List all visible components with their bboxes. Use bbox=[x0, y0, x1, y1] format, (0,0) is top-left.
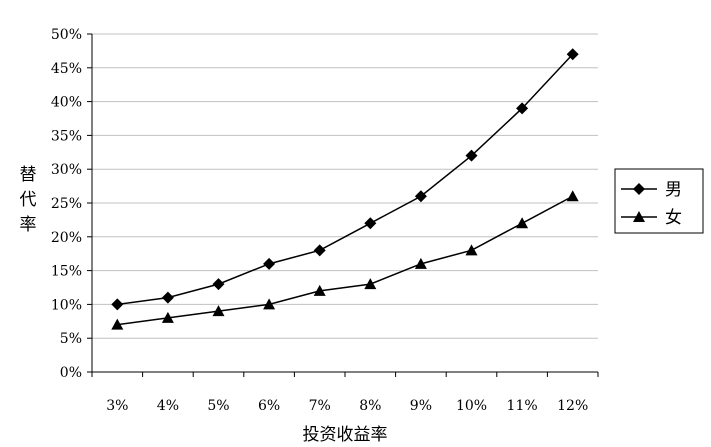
x-tick-label: 10% bbox=[456, 398, 487, 414]
x-tick-label: 6% bbox=[258, 398, 280, 414]
legend-box bbox=[614, 168, 704, 234]
x-tick-label: 5% bbox=[207, 398, 229, 414]
data-point-diamond bbox=[465, 149, 478, 162]
x-tick-label: 11% bbox=[507, 398, 538, 414]
data-point-triangle bbox=[111, 318, 124, 330]
data-point-triangle bbox=[516, 217, 529, 229]
y-axis-title: 替代率 bbox=[20, 165, 37, 235]
legend: 男女 bbox=[614, 168, 704, 234]
y-axis-ticks: 0% 5% 10% 15% 20% 25% 30% 35% 40% 45% 50% bbox=[51, 27, 92, 381]
data-point-diamond bbox=[516, 102, 529, 115]
legend-item-female: 女 bbox=[621, 208, 682, 228]
data-point-diamond bbox=[212, 278, 225, 291]
x-tick-label: 7% bbox=[309, 398, 331, 414]
x-tick-label: 4% bbox=[157, 398, 179, 414]
y-tick-label: 30% bbox=[51, 162, 82, 178]
data-point-diamond bbox=[566, 48, 579, 61]
x-axis-ticks: 3% 4% 5% 6% 7% 8% 9% 10% 11% 12% bbox=[91, 372, 599, 414]
gridlines bbox=[92, 33, 598, 339]
data-point-diamond bbox=[111, 298, 124, 311]
data-point-diamond bbox=[364, 217, 377, 230]
y-tick-label: 35% bbox=[51, 128, 82, 144]
series-male bbox=[111, 48, 579, 311]
y-tick-label: 50% bbox=[51, 27, 82, 43]
y-tick-label: 15% bbox=[51, 264, 82, 280]
data-point-triangle bbox=[414, 257, 427, 269]
series-line bbox=[117, 53, 574, 306]
series-line bbox=[117, 195, 574, 326]
y-tick-label: 45% bbox=[51, 61, 82, 77]
x-axis-title: 投资收益率 bbox=[303, 425, 388, 445]
data-point-triangle bbox=[313, 284, 326, 296]
x-tick-label: 8% bbox=[359, 398, 381, 414]
legend-item-male: 男 bbox=[621, 180, 682, 200]
series-female bbox=[111, 190, 579, 330]
y-tick-label: 0% bbox=[60, 365, 82, 381]
x-tick-label: 12% bbox=[557, 398, 588, 414]
y-tick-label: 40% bbox=[51, 95, 82, 111]
y-tick-label: 5% bbox=[60, 331, 82, 347]
x-tick-label: 3% bbox=[106, 398, 128, 414]
data-point-triangle bbox=[566, 190, 579, 202]
y-tick-label: 25% bbox=[51, 196, 82, 212]
data-point-triangle bbox=[364, 278, 377, 290]
data-point-triangle bbox=[212, 305, 225, 317]
data-point-triangle bbox=[633, 211, 645, 222]
data-point-triangle bbox=[263, 298, 276, 310]
data-point-diamond bbox=[414, 190, 427, 203]
data-point-triangle bbox=[161, 311, 174, 323]
x-tick-label: 9% bbox=[410, 398, 432, 414]
legend-label: 男 bbox=[665, 180, 682, 200]
legend-label: 女 bbox=[665, 208, 682, 228]
data-point-diamond bbox=[633, 183, 645, 195]
data-point-triangle bbox=[465, 244, 478, 256]
data-point-diamond bbox=[263, 257, 276, 270]
y-tick-label: 10% bbox=[51, 297, 82, 313]
series-layer bbox=[111, 48, 579, 330]
data-point-diamond bbox=[161, 291, 174, 304]
y-tick-label: 20% bbox=[51, 230, 82, 246]
data-point-diamond bbox=[313, 244, 326, 257]
